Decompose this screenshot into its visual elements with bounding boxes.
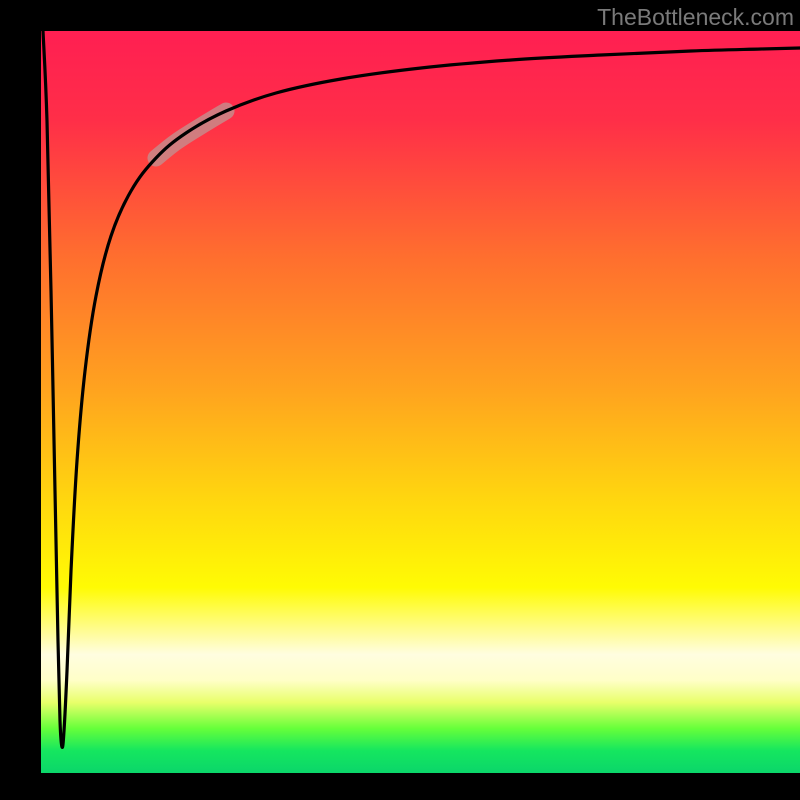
watermark-text: TheBottleneck.com: [597, 4, 794, 31]
curve-layer: [41, 31, 800, 773]
plot-area: [41, 31, 800, 773]
bottleneck-curve: [43, 31, 800, 747]
chart-frame: TheBottleneck.com: [0, 0, 800, 800]
curve-highlight-segment: [156, 111, 226, 158]
